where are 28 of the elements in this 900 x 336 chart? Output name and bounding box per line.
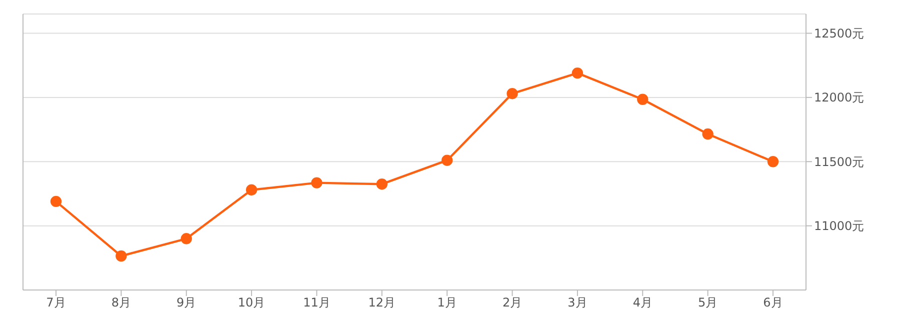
point: [376, 178, 388, 190]
point: [116, 250, 127, 262]
point: [572, 67, 584, 79]
x-tick-label: 10月: [238, 296, 266, 310]
x-tick-label: 2月: [502, 296, 522, 310]
x-tick-label: 4月: [632, 296, 652, 310]
point: [50, 196, 62, 208]
y-tick-label: 11500元: [814, 154, 864, 169]
point: [506, 88, 518, 100]
y-tick-label: 12000元: [814, 90, 864, 105]
x-tick-label: 12月: [368, 296, 396, 310]
point: [246, 184, 258, 196]
point: [767, 156, 779, 168]
point: [180, 233, 192, 244]
point: [702, 128, 714, 140]
point: [311, 177, 322, 188]
y-tick-label: 11000元: [814, 219, 864, 234]
y-tick-label: 12500元: [814, 26, 864, 41]
x-tick-label: 1月: [437, 296, 457, 310]
x-tick-label: 6月: [763, 296, 783, 310]
x-tick-label: 11月: [303, 296, 330, 310]
point: [441, 154, 453, 166]
x-tick-label: 3月: [568, 296, 588, 310]
x-tick-label: 9月: [176, 296, 196, 310]
x-tick-label: 5月: [698, 296, 718, 310]
x-tick-label: 8月: [111, 296, 131, 310]
x-tick-label: 7月: [46, 296, 66, 310]
point: [637, 94, 648, 105]
